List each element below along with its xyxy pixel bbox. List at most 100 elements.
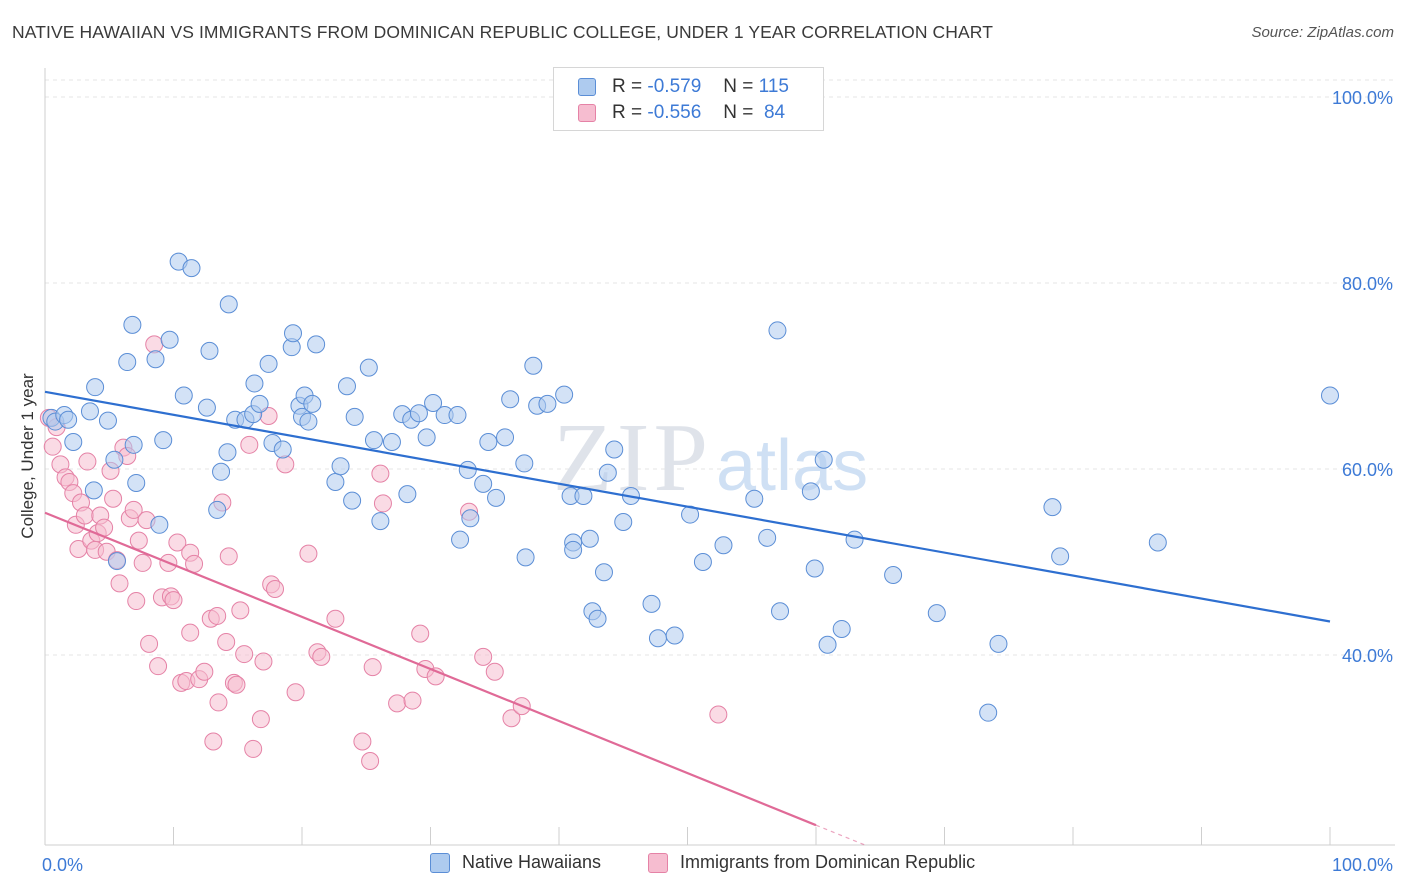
correlation-legend: R = -0.579 N = 115 R = -0.556 N = 84 (553, 67, 824, 131)
data-point (501, 390, 520, 409)
data-point (123, 315, 142, 334)
data-point (801, 482, 820, 501)
data-point (343, 491, 362, 510)
data-point (208, 500, 227, 519)
data-point (388, 694, 407, 713)
data-point (642, 594, 661, 613)
legend-r-value: -0.556 (647, 102, 702, 123)
legend-swatch-blue (430, 852, 450, 873)
data-point (286, 683, 305, 702)
data-point (411, 624, 430, 643)
trend-line-extension (815, 824, 868, 847)
data-point (235, 645, 254, 664)
data-point (832, 619, 851, 638)
legend-row-dominican: R = -0.556 N = 84 (578, 101, 785, 125)
data-point (768, 321, 787, 340)
data-point (140, 634, 159, 653)
data-point (373, 494, 392, 513)
data-point (326, 609, 345, 628)
y-axis-label: College, Under 1 year (18, 373, 37, 539)
data-point (59, 410, 78, 429)
series-legend: Native Hawaiians Immigrants from Dominic… (0, 852, 1406, 878)
legend-row-native-hawaiians: R = -0.579 N = 115 (578, 75, 789, 99)
data-point (129, 531, 148, 550)
data-point (84, 481, 103, 500)
data-point (219, 547, 238, 566)
data-point (474, 647, 493, 666)
data-point (98, 411, 117, 430)
legend-label: Immigrants from Dominican Republic (680, 852, 976, 872)
data-point (496, 428, 515, 447)
data-point (709, 705, 728, 724)
data-point (182, 259, 201, 278)
data-point (124, 435, 143, 454)
legend-n-value: 84 (763, 102, 786, 123)
data-point (145, 335, 164, 354)
data-point (361, 752, 380, 771)
series-immigrants-dominican-republic (39, 335, 728, 771)
data-point (209, 693, 228, 712)
data-point (181, 623, 200, 642)
data-point (594, 563, 613, 582)
chart-title: NATIVE HAWAIIAN VS IMMIGRANTS FROM DOMIN… (12, 22, 994, 42)
data-point (312, 647, 331, 666)
data-point (502, 709, 521, 728)
data-point (127, 473, 146, 492)
data-point (648, 629, 667, 648)
legend-label: Native Hawaiians (462, 852, 602, 872)
data-point (345, 407, 364, 426)
data-point (150, 515, 169, 534)
data-point (451, 530, 470, 549)
legend-swatch-pink (578, 104, 596, 122)
data-point (382, 433, 401, 452)
legend-r-label: R = (612, 102, 643, 123)
y-tick-label: 40.0% (1342, 646, 1393, 666)
data-point (1321, 386, 1339, 405)
data-point (195, 662, 214, 681)
data-point (515, 454, 534, 473)
data-point (197, 398, 216, 417)
data-point (417, 428, 436, 447)
y-tick-label: 60.0% (1342, 460, 1393, 480)
data-point (251, 710, 270, 729)
data-point (168, 533, 187, 552)
data-point (448, 406, 467, 425)
data-point (240, 435, 259, 454)
data-point (227, 675, 246, 694)
data-point (149, 657, 168, 676)
data-point (146, 350, 165, 369)
data-point (326, 473, 345, 492)
data-point (564, 540, 583, 559)
data-point (693, 553, 712, 571)
legend-item-native-hawaiians: Native Hawaiians (430, 852, 601, 873)
y-tick-label: 100.0% (1332, 88, 1393, 108)
data-point (364, 431, 383, 450)
legend-r-label: R = (612, 76, 643, 97)
data-point (989, 634, 1008, 653)
data-point (714, 536, 733, 555)
data-point (353, 732, 372, 751)
data-point (805, 559, 824, 578)
data-point (927, 604, 946, 623)
data-point (254, 652, 273, 671)
legend-swatch-pink (648, 852, 668, 873)
data-point (479, 433, 498, 452)
data-point (299, 544, 318, 563)
data-point (276, 455, 295, 474)
data-point (398, 485, 417, 504)
tick-labels: 40.0% 60.0% 80.0% 100.0% 0.0% 100.0% (42, 88, 1393, 875)
data-point (43, 437, 62, 456)
data-point (250, 394, 269, 413)
data-point (75, 506, 94, 525)
data-point (538, 394, 557, 413)
trend-line (44, 511, 817, 827)
data-point (580, 529, 599, 548)
data-point (64, 433, 83, 452)
data-point (266, 579, 285, 598)
data-point (105, 450, 124, 469)
data-point (771, 602, 790, 621)
data-point (244, 739, 263, 758)
data-point (174, 386, 193, 405)
data-point (371, 512, 390, 531)
data-point (424, 393, 443, 412)
